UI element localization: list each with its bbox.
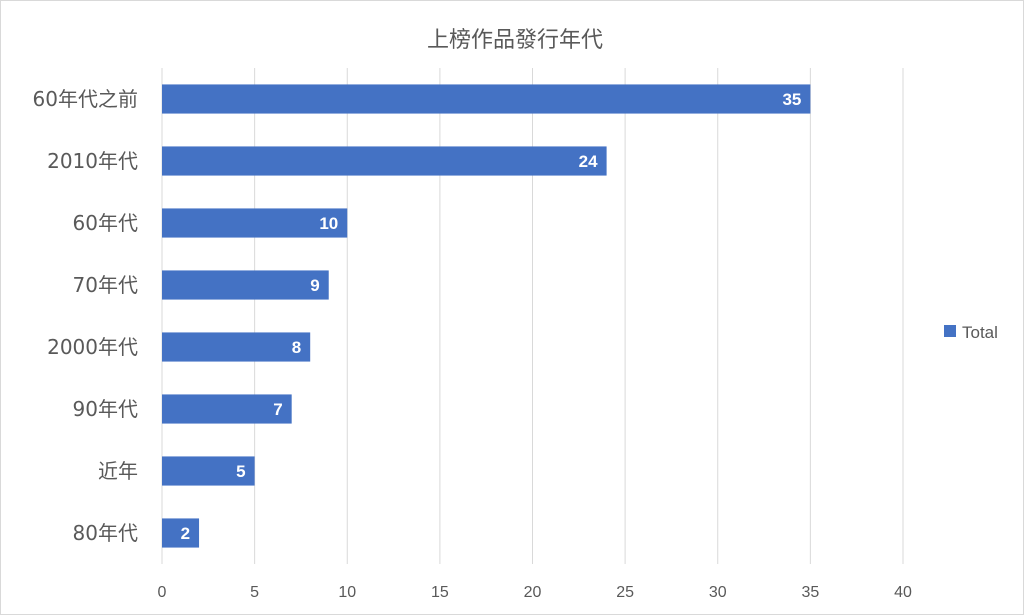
bar <box>162 208 348 238</box>
category-label: 近年 <box>98 459 138 483</box>
data-label: 9 <box>310 276 319 295</box>
category-label: 60年代之前 <box>33 87 138 111</box>
data-label: 5 <box>236 462 245 481</box>
x-tick-label: 0 <box>158 584 167 601</box>
x-tick-label: 5 <box>250 584 259 601</box>
legend-swatch <box>944 325 956 337</box>
category-label: 2010年代 <box>47 149 138 173</box>
category-label: 2000年代 <box>47 335 138 359</box>
data-label: 8 <box>292 338 301 357</box>
x-tick-label: 30 <box>709 584 727 601</box>
category-label: 90年代 <box>73 397 138 421</box>
bar <box>162 456 255 486</box>
x-tick-label: 20 <box>524 584 542 601</box>
category-label: 60年代 <box>73 211 138 235</box>
x-tick-label: 15 <box>431 584 449 601</box>
data-label: 7 <box>273 400 282 419</box>
data-label: 24 <box>579 152 598 171</box>
data-label: 10 <box>319 214 338 233</box>
bar <box>162 332 311 362</box>
bar <box>162 394 292 424</box>
x-tick-label: 35 <box>801 584 819 601</box>
x-axis-ticks: 0 5 10 15 20 25 30 35 40 <box>158 584 912 601</box>
x-tick-label: 25 <box>616 584 634 601</box>
data-label: 2 <box>181 524 190 543</box>
gridlines <box>161 68 904 564</box>
category-label: 80年代 <box>73 521 138 545</box>
bar <box>162 518 200 548</box>
category-label: 70年代 <box>73 273 138 297</box>
bars: 35 24 10 9 8 7 5 2 <box>162 84 811 548</box>
bar <box>162 84 811 114</box>
x-tick-label: 10 <box>338 584 356 601</box>
data-label: 35 <box>782 90 801 109</box>
bar <box>162 146 607 176</box>
bar <box>162 270 329 300</box>
chart-title: 上榜作品發行年代 <box>427 28 603 53</box>
legend-label: Total <box>962 323 998 342</box>
legend: Total <box>944 323 998 342</box>
x-tick-label: 40 <box>894 584 912 601</box>
